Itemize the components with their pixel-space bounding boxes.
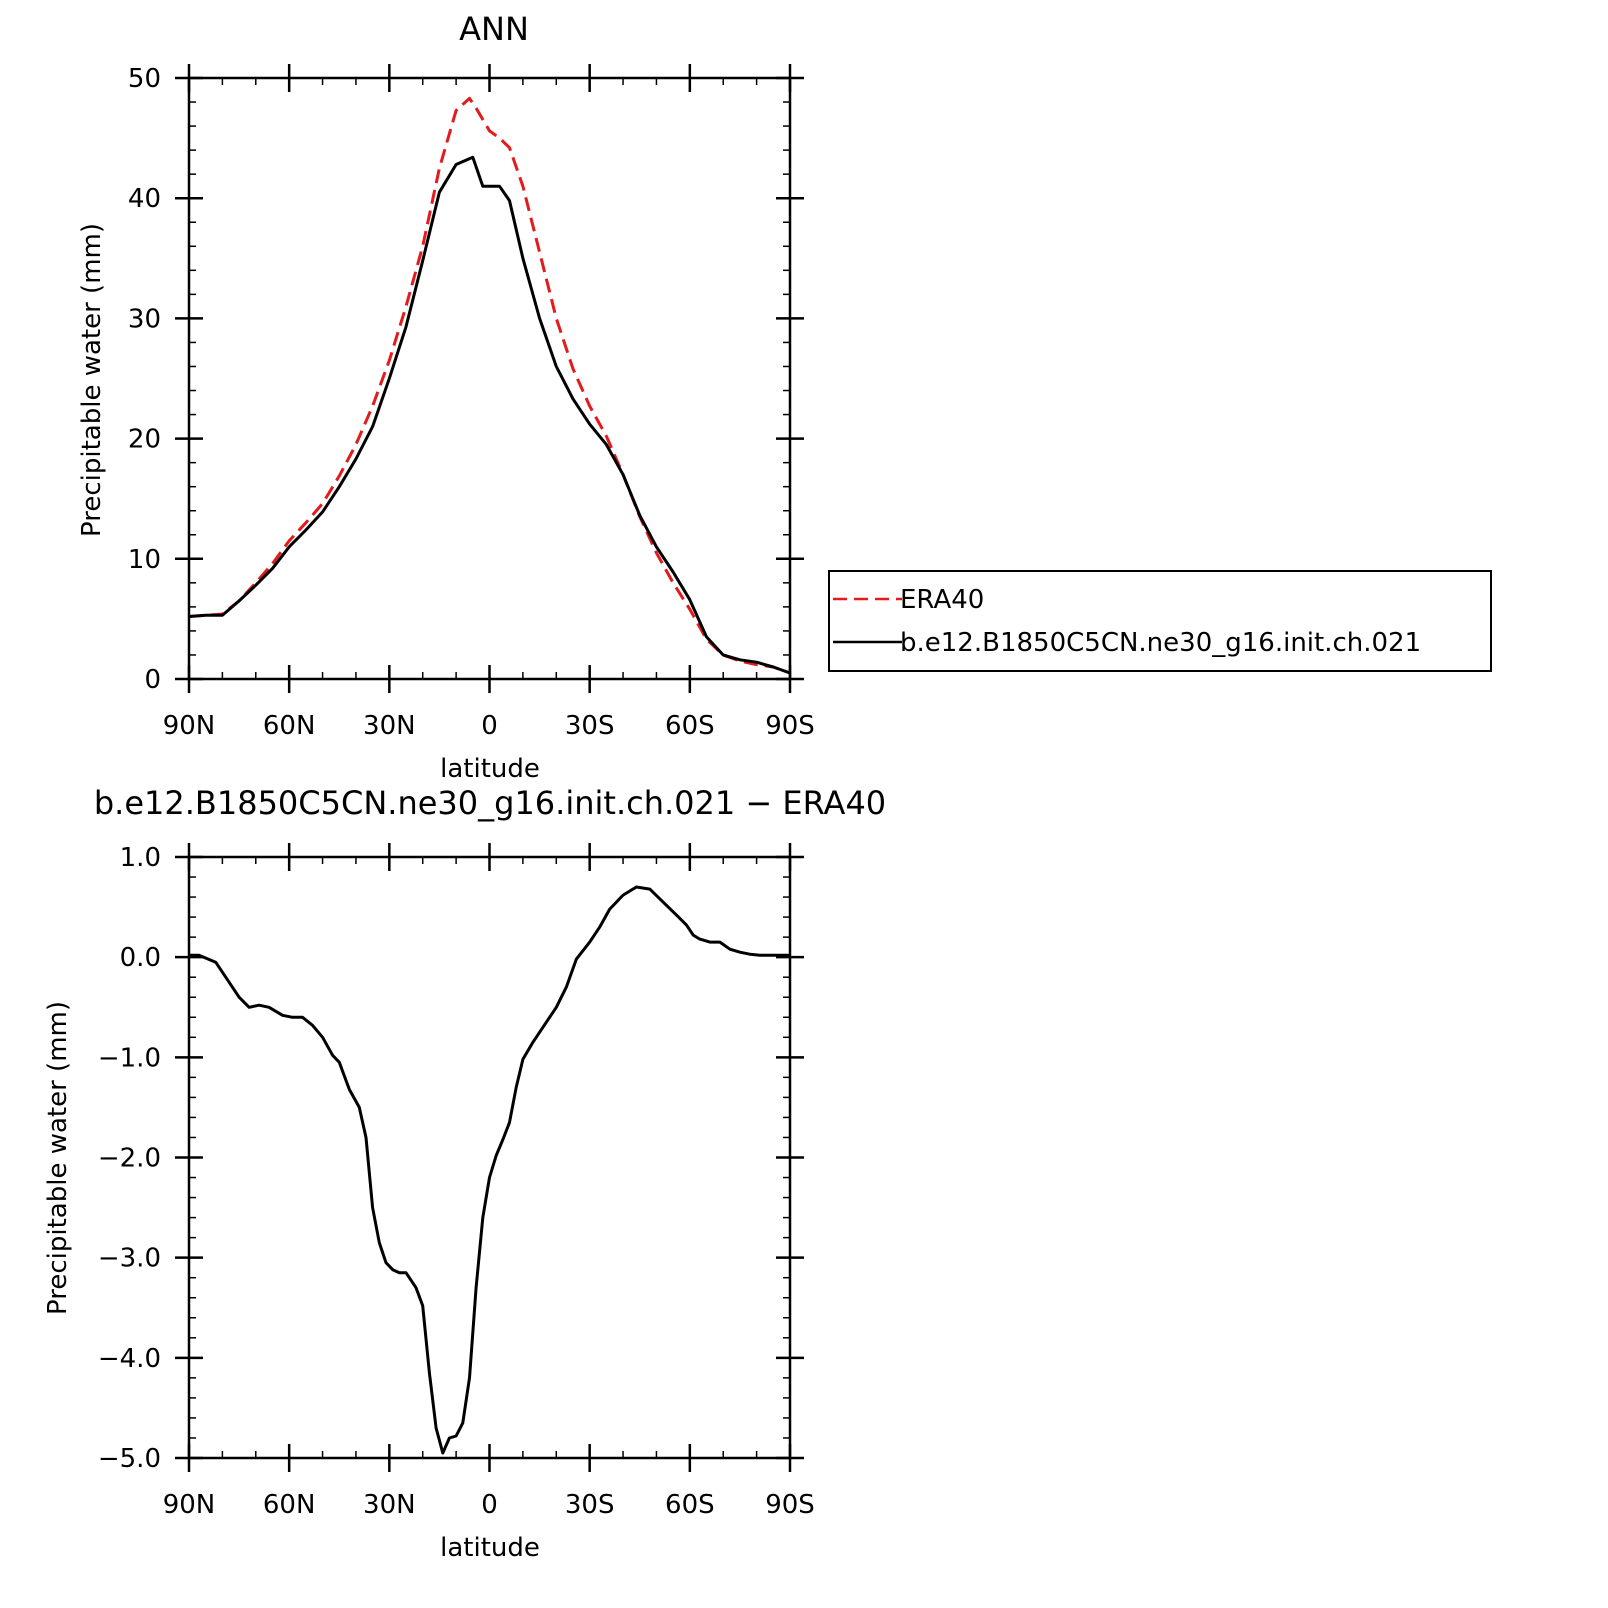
y-tick-label: 0.0 <box>120 943 161 973</box>
x-tick-label: 60N <box>263 711 316 741</box>
y-tick-labels: 1.0 0.0 −1.0 −2.0 −3.0 −4.0 −5.0 <box>98 843 161 1474</box>
y-tick-label: 40 <box>128 184 161 214</box>
chart-title: b.e12.B1850C5CN.ne30_g16.init.ch.021 − E… <box>94 784 886 822</box>
panel-annual-mean: ANN 90N 60N 30N 0 30S 60S 90S 0 10 20 30 40 50 lati… <box>77 10 815 784</box>
y-tick-label: 30 <box>128 304 161 334</box>
y-tick-label: 0 <box>144 665 161 695</box>
x-tick-label: 90S <box>765 711 815 741</box>
x-tick-label: 30N <box>363 711 416 741</box>
y-tick-label: −4.0 <box>98 1344 161 1374</box>
axis-ticks <box>175 843 804 1472</box>
x-tick-label: 90N <box>163 1490 216 1520</box>
series-line-difference <box>189 885 790 1455</box>
y-tick-label: −5.0 <box>98 1444 161 1474</box>
series-line-model <box>188 155 791 675</box>
legend-box <box>828 570 1492 672</box>
y-tick-label: 50 <box>128 64 161 94</box>
legend-entry-model: b.e12.B1850C5CN.ne30_g16.init.ch.021 <box>833 628 1421 658</box>
series-lines <box>189 885 790 1455</box>
x-axis-label: latitude <box>440 754 540 784</box>
series-lines <box>188 96 791 675</box>
y-tick-labels: 0 10 20 30 40 50 <box>128 64 161 695</box>
x-tick-label: 30N <box>363 1490 416 1520</box>
x-tick-labels: 90N 60N 30N 0 30S 60S 90S <box>163 711 815 741</box>
legend-entry-era40: ERA40 <box>833 585 984 615</box>
x-tick-label: 0 <box>481 1490 498 1520</box>
y-tick-label: −1.0 <box>98 1043 161 1073</box>
plot-frame <box>187 855 792 1460</box>
legend-label-model: b.e12.B1850C5CN.ne30_g16.init.ch.021 <box>900 628 1421 658</box>
y-tick-label: 10 <box>128 545 161 575</box>
x-tick-label: 90N <box>163 711 216 741</box>
legend: ERA40 b.e12.B1850C5CN.ne30_g16.init.ch.0… <box>828 570 1492 672</box>
chart-title: ANN <box>459 10 529 48</box>
x-tick-label: 30S <box>565 1490 615 1520</box>
x-tick-labels: 90N 60N 30N 0 30S 60S 90S <box>163 1490 815 1520</box>
y-axis-label: Precipitable water (mm) <box>77 223 107 537</box>
x-tick-label: 60S <box>665 711 715 741</box>
x-tick-label: 60S <box>665 1490 715 1520</box>
y-tick-label: −3.0 <box>98 1244 161 1274</box>
panel-difference: b.e12.B1850C5CN.ne30_g16.init.ch.021 − E… <box>43 784 886 1563</box>
y-tick-label: 1.0 <box>120 843 161 873</box>
x-tick-label: 30S <box>565 711 615 741</box>
y-tick-label: −2.0 <box>98 1144 161 1174</box>
x-tick-label: 0 <box>481 711 498 741</box>
x-tick-label: 60N <box>263 1490 316 1520</box>
legend-label-era40: ERA40 <box>900 585 984 615</box>
x-tick-label: 90S <box>765 1490 815 1520</box>
plot-frame <box>187 76 792 681</box>
y-tick-label: 20 <box>128 425 161 455</box>
x-axis-label: latitude <box>440 1533 540 1563</box>
axis-ticks <box>175 64 804 693</box>
y-axis-label: Precipitable water (mm) <box>43 1001 73 1315</box>
series-line-era40 <box>188 96 791 675</box>
